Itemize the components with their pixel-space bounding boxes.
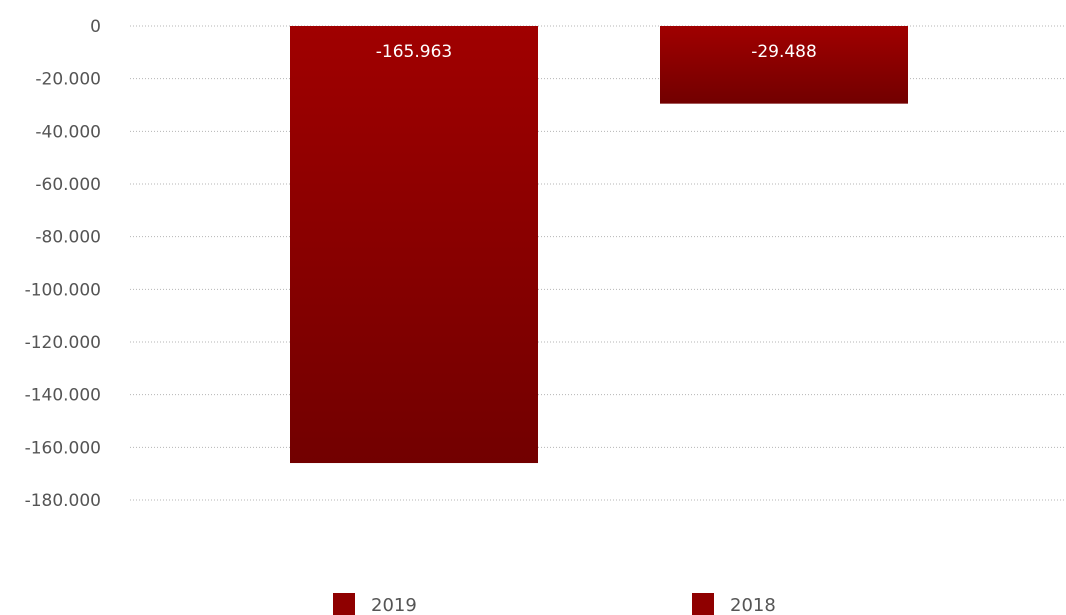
y-tick-label: -60.000 bbox=[35, 175, 101, 195]
legend: 2019 2018 bbox=[333, 593, 776, 615]
legend-label-2018: 2018 bbox=[730, 595, 776, 615]
y-tick-label: -160.000 bbox=[25, 438, 101, 458]
y-tick-label: -140.000 bbox=[25, 386, 101, 406]
y-tick-label: -40.000 bbox=[35, 122, 101, 142]
data-label-2019: -165.963 bbox=[376, 42, 452, 62]
y-tick-label: -80.000 bbox=[35, 228, 101, 248]
legend-label-2019: 2019 bbox=[371, 595, 417, 615]
y-tick-label: -100.000 bbox=[25, 280, 101, 300]
y-tick-label: 0 bbox=[90, 17, 101, 37]
gridlines bbox=[130, 25, 1065, 501]
y-tick-label: -120.000 bbox=[25, 333, 101, 353]
legend-swatch-2018 bbox=[692, 593, 714, 615]
bar-2019 bbox=[290, 26, 538, 464]
y-tick-label: -20.000 bbox=[35, 70, 101, 90]
y-tick-label: -180.000 bbox=[25, 491, 101, 511]
bars bbox=[290, 26, 908, 464]
y-axis-tick-labels: 0 -20.000 -40.000 -60.000 -80.000 -100.000 -12… bbox=[25, 17, 101, 511]
data-label-2018: -29.488 bbox=[751, 42, 817, 62]
bar-2018 bbox=[660, 26, 908, 104]
legend-swatch-2019 bbox=[333, 593, 355, 615]
data-labels: -165.963 -29.488 bbox=[376, 42, 817, 62]
